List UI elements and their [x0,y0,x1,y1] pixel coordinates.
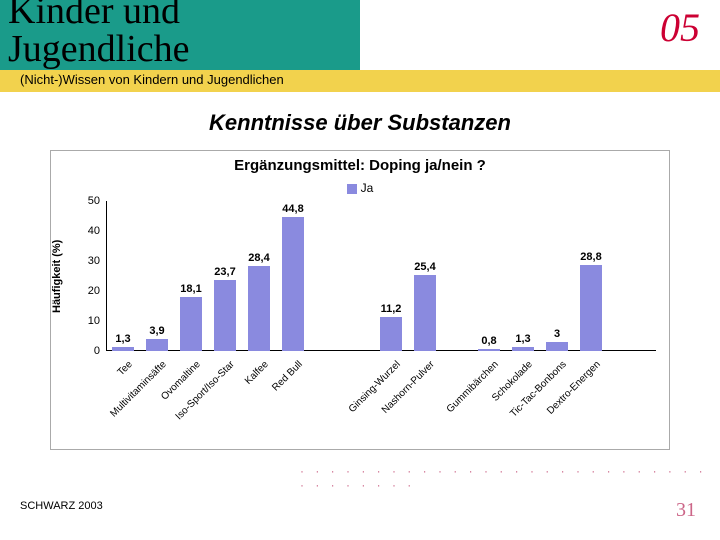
bar-value-label: 3,9 [149,325,164,337]
bar [478,349,500,351]
y-tick: 20 [88,285,100,297]
category-label: Red Bull [270,359,305,394]
bar-value-label: 0,8 [481,335,496,347]
chart-legend: Ja [51,181,669,195]
y-tick: 30 [88,255,100,267]
category-label: Gummibärchen [445,359,501,415]
bar [546,342,568,351]
bar [380,317,402,351]
bar-value-label: 11,2 [381,303,402,315]
bar [112,347,134,351]
bar-value-label: 28,8 [580,251,601,263]
bar-value-label: 25,4 [414,261,435,273]
bar-value-label: 28,4 [248,252,269,264]
chart-title: Ergänzungsmittel: Doping ja/nein ? [51,157,669,174]
slide: Kinder und Jugendliche 05 (Nicht-)Wissen… [0,0,720,540]
y-axis-label: Häufigkeit (%) [51,201,101,351]
header-title-line2: Jugendliche [8,28,190,70]
header-number: 05 [660,4,700,51]
footer-citation: SCHWARZ 2003 [20,500,103,512]
y-tick: 0 [94,345,100,357]
plot-area: 1,3Tee3,9Multivitaminsäfte18,1Ovomaltine… [106,201,656,351]
y-axis-line [106,201,107,351]
bar-value-label: 1,3 [515,333,530,345]
bar [282,217,304,351]
bar-value-label: 18,1 [180,283,201,295]
sub-band-text: (Nicht-)Wissen von Kindern und Jugendlic… [20,72,284,87]
y-tick: 10 [88,315,100,327]
footer-page-number: 31 [676,499,696,522]
y-tick: 50 [88,195,100,207]
bar [512,347,534,351]
bar [248,266,270,351]
legend-swatch [347,184,357,194]
slide-subtitle: Kenntnisse über Substanzen [0,110,720,136]
legend-label: Ja [361,181,374,195]
bar [414,275,436,351]
sub-band: (Nicht-)Wissen von Kindern und Jugendlic… [0,70,720,92]
y-tick: 40 [88,225,100,237]
bar-value-label: 23,7 [214,266,235,278]
chart: Ergänzungsmittel: Doping ja/nein ? Ja Hä… [50,150,670,450]
bar [146,339,168,351]
header-title: Kinder und Jugendliche [8,0,190,68]
bar [180,297,202,351]
bar-value-label: 3 [554,328,560,340]
bar [580,265,602,351]
category-label: Iso-Sport/Iso-Star [174,359,237,422]
category-label: Tee [116,359,135,378]
bar-value-label: 44,8 [282,203,303,215]
decorative-dots: · · · · · · · · · · · · · · · · · · · · … [300,464,720,492]
bar [214,280,236,351]
category-label: Kalfee [243,359,271,387]
bar-value-label: 1,3 [115,333,130,345]
